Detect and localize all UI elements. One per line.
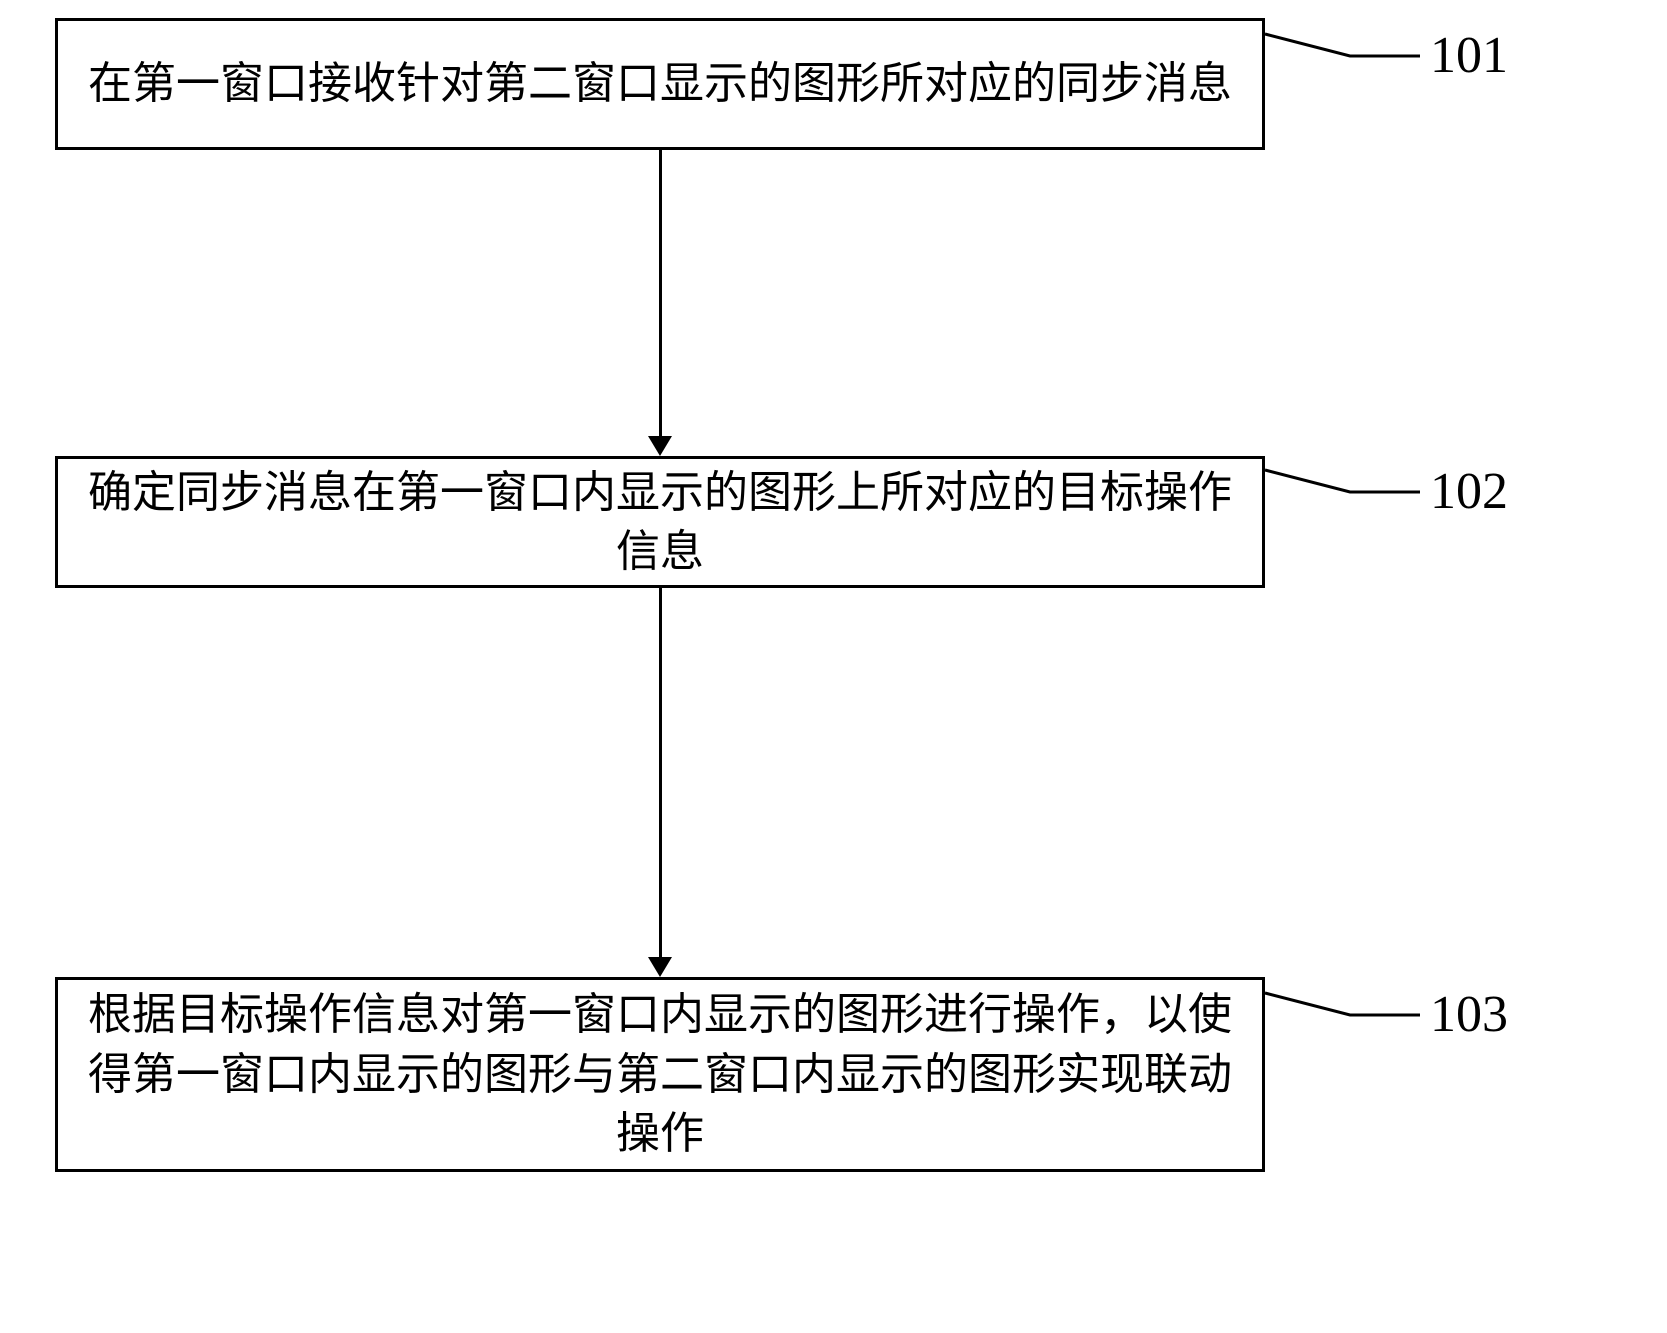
flowchart-canvas: 在第一窗口接收针对第二窗口显示的图形所对应的同步消息 101 确定同步消息在第一…: [0, 0, 1667, 1333]
flowchart-node-102-text: 确定同步消息在第一窗口内显示的图形上所对应的目标操作信息: [82, 463, 1238, 582]
flowchart-node-101-text: 在第一窗口接收针对第二窗口显示的图形所对应的同步消息: [88, 54, 1232, 113]
flowchart-node-103-label: 103: [1430, 985, 1508, 1044]
flowchart-node-101-label: 101: [1430, 26, 1508, 85]
flowchart-node-103-text: 根据目标操作信息对第一窗口内显示的图形进行操作，以使得第一窗口内显示的图形与第二…: [82, 985, 1238, 1163]
flowchart-node-101: 在第一窗口接收针对第二窗口显示的图形所对应的同步消息: [55, 18, 1265, 150]
edge-102-103-arrowhead: [648, 957, 672, 977]
edge-101-102-line: [659, 150, 662, 438]
flowchart-node-103: 根据目标操作信息对第一窗口内显示的图形进行操作，以使得第一窗口内显示的图形与第二…: [55, 977, 1265, 1172]
flowchart-node-102-label: 102: [1430, 462, 1508, 521]
edge-101-102-arrowhead: [648, 436, 672, 456]
flowchart-node-102: 确定同步消息在第一窗口内显示的图形上所对应的目标操作信息: [55, 456, 1265, 588]
edge-102-103-line: [659, 588, 662, 959]
